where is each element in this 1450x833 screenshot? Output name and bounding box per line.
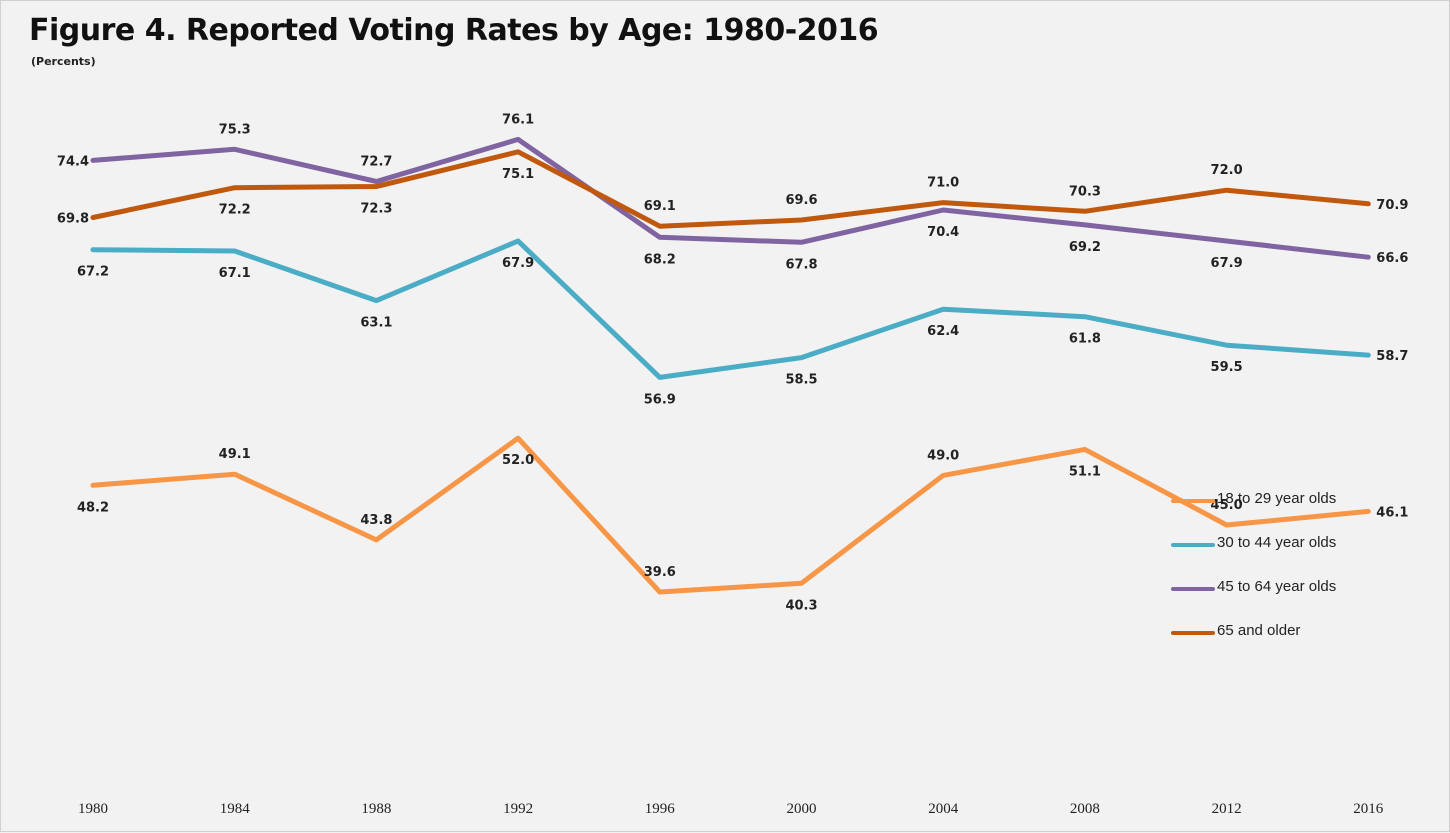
legend-item-65-older[interactable]: 65 and older: [1171, 621, 1431, 665]
data-label: 70.9: [1376, 198, 1408, 213]
data-label: 51.1: [1069, 464, 1101, 479]
data-label: 67.9: [502, 256, 534, 271]
data-label: 49.1: [219, 447, 251, 462]
data-label: 58.7: [1376, 349, 1408, 364]
data-label: 69.8: [57, 211, 89, 226]
chart-subtitle: (Percents): [31, 55, 96, 68]
legend-label: 18 to 29 year olds: [1217, 490, 1337, 507]
data-label: 69.1: [644, 199, 676, 214]
legend-label: 65 and older: [1217, 622, 1301, 639]
data-label: 67.8: [785, 257, 817, 272]
data-label: 76.1: [502, 112, 534, 127]
data-label: 48.2: [77, 500, 109, 515]
x-tick-label: 2008: [1070, 801, 1100, 817]
data-label: 72.3: [360, 201, 392, 216]
data-label: 74.4: [57, 154, 89, 169]
legend-swatch: [1171, 543, 1215, 547]
data-label: 67.2: [77, 265, 109, 280]
data-label: 67.9: [1211, 256, 1243, 271]
data-label: 61.8: [1069, 332, 1101, 347]
series-line-1: [90, 238, 1371, 380]
data-label: 63.1: [360, 316, 392, 331]
data-label: 75.3: [219, 122, 251, 137]
data-label: 72.2: [219, 203, 251, 218]
data-label: 68.2: [644, 252, 676, 267]
data-label: 70.4: [927, 225, 959, 240]
legend-item-30-44[interactable]: 30 to 44 year olds: [1171, 533, 1431, 577]
x-tick-label: 2000: [787, 801, 817, 817]
data-label: 75.1: [502, 167, 534, 182]
legend-label: 30 to 44 year olds: [1217, 534, 1337, 551]
data-label: 69.2: [1069, 240, 1101, 255]
x-tick-label: 2004: [928, 801, 959, 817]
data-label: 72.7: [360, 155, 392, 170]
data-label: 66.6: [1376, 251, 1408, 266]
x-tick-label: 1996: [645, 801, 676, 817]
legend-item-45-64[interactable]: 45 to 64 year olds: [1171, 577, 1431, 621]
x-tick-label: 1992: [503, 801, 533, 817]
data-label: 39.6: [644, 565, 676, 580]
data-label: 49.0: [927, 448, 959, 463]
data-label: 45.0: [1211, 498, 1243, 513]
data-label: 71.0: [927, 176, 959, 191]
legend-label: 45 to 64 year olds: [1217, 578, 1337, 595]
series-line-3: [90, 149, 1371, 229]
data-label: 59.5: [1211, 360, 1243, 375]
x-tick-label: 1980: [78, 801, 108, 817]
data-label: 70.3: [1069, 184, 1101, 199]
data-label: 72.0: [1211, 163, 1243, 178]
data-label: 56.9: [644, 392, 676, 407]
data-label: 62.4: [927, 324, 959, 339]
series-line-0: [90, 435, 1371, 595]
legend-item-18-29[interactable]: 18 to 29 year olds: [1171, 489, 1431, 533]
data-label: 46.1: [1376, 505, 1408, 520]
x-tick-label: 1984: [220, 801, 251, 817]
data-label: 58.5: [785, 373, 817, 388]
data-label: 69.6: [785, 193, 817, 208]
data-label: 40.3: [785, 598, 817, 613]
x-tick-label: 2012: [1212, 801, 1242, 817]
legend-swatch: [1171, 499, 1215, 503]
data-label: 67.1: [219, 266, 251, 281]
data-label: 52.0: [502, 453, 534, 468]
x-tick-label: 1988: [361, 801, 391, 817]
data-label: 43.8: [360, 513, 392, 528]
chart-title: Figure 4. Reported Voting Rates by Age: …: [29, 13, 879, 48]
chart-legend: 18 to 29 year olds 30 to 44 year olds 45…: [1171, 489, 1431, 665]
x-tick-label: 2016: [1353, 801, 1384, 817]
legend-swatch: [1171, 631, 1215, 635]
legend-swatch: [1171, 587, 1215, 591]
series-line-2: [90, 136, 1371, 260]
